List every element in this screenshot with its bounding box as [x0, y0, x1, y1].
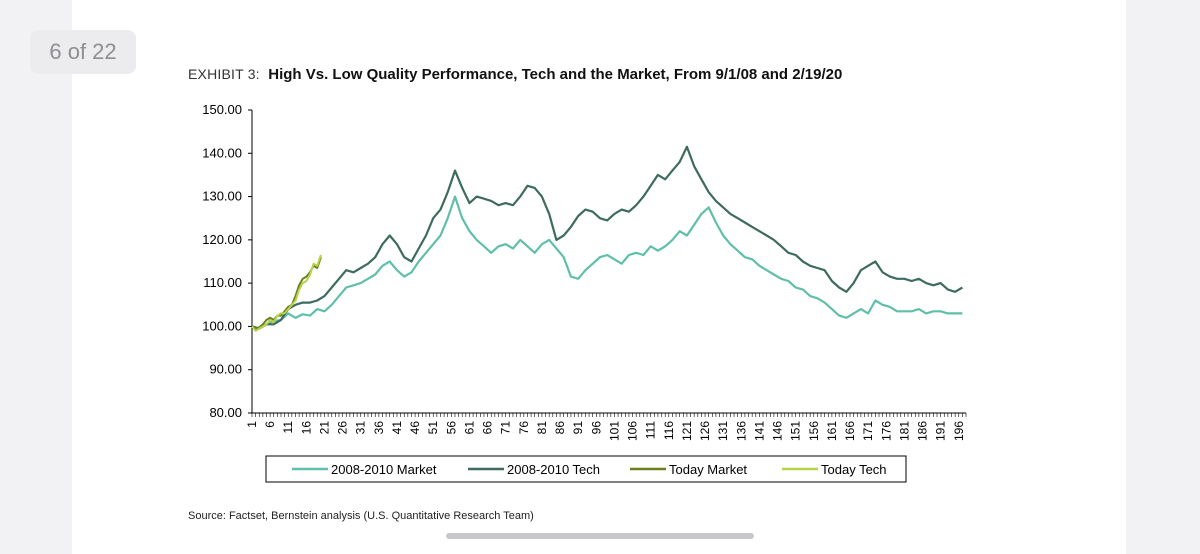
x-tick-label: 101 [607, 421, 621, 441]
x-tick-label: 111 [644, 421, 658, 440]
x-tick-label: 46 [408, 421, 422, 435]
x-tick-label: 36 [372, 421, 386, 435]
series-line-2 [251, 145, 963, 330]
x-tick-label: 106 [626, 421, 640, 441]
x-tick-label: 76 [517, 421, 531, 435]
x-tick-label: 16 [299, 421, 313, 435]
y-tick-label: 110.00 [203, 275, 242, 290]
exhibit-heading: EXHIBIT 3: High Vs. Low Quality Performa… [188, 66, 842, 84]
exhibit-label: EXHIBIT 3: [188, 66, 260, 82]
x-tick-label: 66 [481, 421, 495, 435]
x-tick-label: 151 [789, 421, 803, 441]
x-tick-label: 31 [354, 421, 368, 435]
x-tick-label: 186 [916, 421, 930, 441]
scroll-indicator[interactable] [446, 533, 754, 539]
y-tick-label: 100.00 [202, 318, 242, 333]
series-line-1 [251, 195, 963, 330]
x-tick-label: 156 [807, 421, 821, 441]
x-tick-label: 71 [499, 421, 513, 435]
source-note: Source: Factset, Bernstein analysis (U.S… [188, 510, 534, 522]
page-counter: 6 of 22 [30, 30, 136, 74]
legend-box [265, 455, 907, 483]
x-tick-label: 26 [336, 421, 350, 435]
series-line-3 [251, 256, 322, 330]
y-tick-label: 80.00 [209, 405, 242, 420]
legend-entry: Today Market [669, 462, 747, 477]
y-tick-label: 140.00 [202, 145, 242, 160]
x-tick-label: 11 [281, 421, 295, 434]
chart-title: High Vs. Low Quality Performance, Tech a… [268, 66, 843, 83]
y-tick-label: 120.00 [202, 232, 242, 247]
x-tick-label: 146 [771, 421, 785, 441]
x-tick-label: 21 [317, 421, 331, 435]
x-tick-label: 196 [952, 421, 966, 441]
series-line-4 [251, 254, 322, 332]
legend-entry: 2008-2010 Tech [507, 462, 600, 477]
x-tick-label: 191 [934, 421, 948, 441]
x-tick-label: 161 [825, 421, 839, 441]
y-tick-label: 150.00 [202, 102, 242, 117]
x-tick-label: 61 [462, 421, 476, 435]
x-tick-label: 121 [680, 421, 694, 441]
x-tick-label: 56 [444, 421, 458, 435]
x-tick-label: 131 [716, 421, 730, 441]
x-tick-label: 6 [263, 421, 277, 428]
x-tick-label: 1 [245, 421, 259, 428]
x-tick-label: 136 [734, 421, 748, 441]
x-tick-label: 51 [426, 421, 440, 435]
x-tick-label: 176 [879, 421, 893, 441]
y-tick-label: 130.00 [202, 189, 242, 204]
y-tick-label: 90.00 [209, 362, 242, 377]
x-tick-label: 171 [861, 421, 875, 441]
legend-entry: 2008-2010 Market [331, 462, 437, 477]
x-tick-label: 166 [843, 421, 857, 441]
x-tick-label: 116 [662, 421, 676, 440]
x-tick-label: 126 [698, 421, 712, 441]
x-tick-label: 141 [752, 421, 766, 441]
x-tick-label: 96 [589, 421, 603, 435]
x-tick-label: 181 [897, 421, 911, 441]
x-tick-label: 91 [571, 421, 585, 435]
legend-entry: Today Tech [821, 462, 887, 477]
x-tick-label: 41 [390, 421, 404, 435]
x-tick-label: 86 [553, 421, 567, 435]
x-tick-label: 81 [535, 421, 549, 435]
